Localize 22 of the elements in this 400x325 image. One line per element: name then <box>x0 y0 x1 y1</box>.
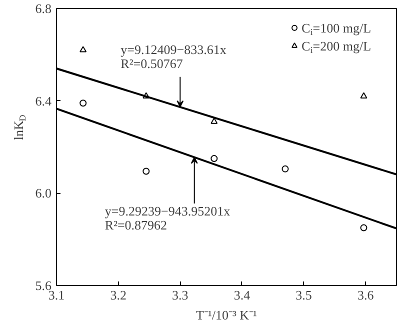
x-tick-label: 3.3 <box>172 288 188 302</box>
x-tick-label: 3.2 <box>110 288 126 302</box>
x-tick-label: 3.4 <box>234 288 251 302</box>
y-tick-label: 6.0 <box>35 186 52 201</box>
x-axis-title: T⁻¹/10⁻³ K⁻¹ <box>196 308 258 322</box>
annotation: y=9.29239−943.95201x R²=0.87962 <box>104 204 231 233</box>
point <box>142 168 150 175</box>
point <box>360 224 368 232</box>
y-tick-label: 6.4 <box>35 93 52 108</box>
point <box>80 46 87 52</box>
x-tick-label: 3.5 <box>296 288 312 302</box>
y-tick-label: 5.6 <box>35 278 52 293</box>
point <box>210 155 218 162</box>
y-axis-title: lnKD <box>11 114 28 140</box>
point <box>282 165 289 172</box>
point <box>360 92 368 98</box>
y-tick-label: 6.8 <box>35 1 52 16</box>
point <box>142 92 150 98</box>
annotation: y=9.12409−833.61x R²=0.50767 <box>120 42 227 72</box>
point <box>210 118 218 124</box>
x-tick-label: 3.6 <box>357 288 374 302</box>
point <box>80 100 87 107</box>
